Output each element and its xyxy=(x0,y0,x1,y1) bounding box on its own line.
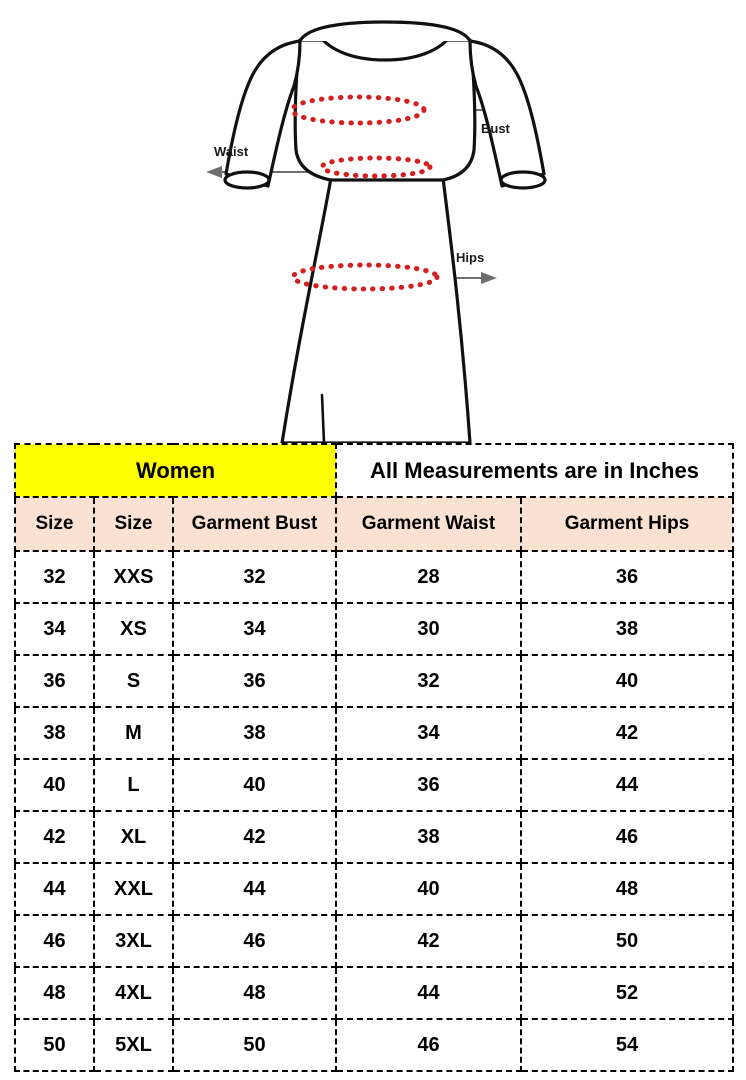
column-header-size-alpha: Size xyxy=(93,496,174,552)
waist-measure-ellipse xyxy=(319,155,433,179)
size-guide-illustration: Bust Waist Hips xyxy=(0,0,746,443)
column-header-garment-waist: Garment Waist xyxy=(335,496,522,552)
cell-garment-bust: 40 xyxy=(172,758,337,812)
cell-garment-bust: 50 xyxy=(172,1018,337,1072)
cell-garment-bust: 44 xyxy=(172,862,337,916)
cell-size-alpha: L xyxy=(93,758,174,812)
bust-label: Bust xyxy=(481,121,511,136)
cell-size-numeric: 42 xyxy=(14,810,95,864)
cell-garment-waist: 36 xyxy=(335,758,522,812)
column-header-size-numeric: Size xyxy=(14,496,95,552)
cell-garment-hips: 44 xyxy=(520,758,734,812)
table-row: 48 4XL 48 44 52 xyxy=(14,966,734,1020)
waist-label: Waist xyxy=(214,144,249,159)
cell-garment-hips: 52 xyxy=(520,966,734,1020)
table-row: 44 XXL 44 40 48 xyxy=(14,862,734,916)
cell-size-numeric: 46 xyxy=(14,914,95,968)
column-header-garment-hips: Garment Hips xyxy=(520,496,734,552)
cell-size-numeric: 32 xyxy=(14,550,95,604)
cell-garment-hips: 38 xyxy=(520,602,734,656)
size-chart-container: Women All Measurements are in Inches Siz… xyxy=(14,443,734,1072)
cell-garment-bust: 48 xyxy=(172,966,337,1020)
size-chart-body: Women All Measurements are in Inches Siz… xyxy=(14,443,734,1072)
bust-measure-ellipse xyxy=(289,94,427,126)
cell-size-numeric: 38 xyxy=(14,706,95,760)
column-header-garment-bust: Garment Bust xyxy=(172,496,337,552)
cell-size-numeric: 48 xyxy=(14,966,95,1020)
cell-size-alpha: 3XL xyxy=(93,914,174,968)
cell-garment-bust: 46 xyxy=(172,914,337,968)
cell-garment-waist: 32 xyxy=(335,654,522,708)
cell-garment-hips: 36 xyxy=(520,550,734,604)
table-row: 40 L 40 36 44 xyxy=(14,758,734,812)
cell-garment-bust: 42 xyxy=(172,810,337,864)
cell-garment-hips: 50 xyxy=(520,914,734,968)
cell-garment-bust: 38 xyxy=(172,706,337,760)
cell-garment-waist: 44 xyxy=(335,966,522,1020)
cell-size-alpha: XS xyxy=(93,602,174,656)
cell-size-alpha: 5XL xyxy=(93,1018,174,1072)
cell-size-numeric: 34 xyxy=(14,602,95,656)
cell-garment-hips: 46 xyxy=(520,810,734,864)
cell-garment-waist: 34 xyxy=(335,706,522,760)
cell-garment-waist: 28 xyxy=(335,550,522,604)
cell-garment-waist: 40 xyxy=(335,862,522,916)
cell-size-numeric: 36 xyxy=(14,654,95,708)
table-row: 32 XXS 32 28 36 xyxy=(14,550,734,604)
cell-size-alpha: XL xyxy=(93,810,174,864)
cell-garment-waist: 42 xyxy=(335,914,522,968)
cell-garment-hips: 54 xyxy=(520,1018,734,1072)
group-label-cell: Women xyxy=(14,443,337,498)
cell-size-alpha: XXS xyxy=(93,550,174,604)
table-title-row: Women All Measurements are in Inches xyxy=(14,443,734,498)
cell-garment-hips: 48 xyxy=(520,862,734,916)
cell-garment-hips: 40 xyxy=(520,654,734,708)
units-label-cell: All Measurements are in Inches xyxy=(335,443,734,498)
cell-size-numeric: 44 xyxy=(14,862,95,916)
table-row: 50 5XL 50 46 54 xyxy=(14,1018,734,1072)
table-row: 36 S 36 32 40 xyxy=(14,654,734,708)
cell-garment-waist: 38 xyxy=(335,810,522,864)
cell-garment-waist: 30 xyxy=(335,602,522,656)
cell-garment-bust: 32 xyxy=(172,550,337,604)
cell-size-alpha: S xyxy=(93,654,174,708)
table-row: 46 3XL 46 42 50 xyxy=(14,914,734,968)
cell-garment-bust: 34 xyxy=(172,602,337,656)
cell-size-alpha: M xyxy=(93,706,174,760)
dress-outline xyxy=(223,20,547,443)
cell-garment-bust: 36 xyxy=(172,654,337,708)
cell-size-numeric: 40 xyxy=(14,758,95,812)
size-chart-table: Women All Measurements are in Inches Siz… xyxy=(14,443,734,1072)
cell-garment-waist: 46 xyxy=(335,1018,522,1072)
table-row: 42 XL 42 38 46 xyxy=(14,810,734,864)
cell-size-alpha: 4XL xyxy=(93,966,174,1020)
skirt-slit xyxy=(320,393,326,443)
hips-measure-ellipse xyxy=(290,262,440,292)
table-header-row: Size Size Garment Bust Garment Waist Gar… xyxy=(14,496,734,552)
table-row: 38 M 38 34 42 xyxy=(14,706,734,760)
cell-size-alpha: XXL xyxy=(93,862,174,916)
cell-garment-hips: 42 xyxy=(520,706,734,760)
hips-label: Hips xyxy=(456,250,484,265)
table-row: 34 XS 34 30 38 xyxy=(14,602,734,656)
cell-size-numeric: 50 xyxy=(14,1018,95,1072)
